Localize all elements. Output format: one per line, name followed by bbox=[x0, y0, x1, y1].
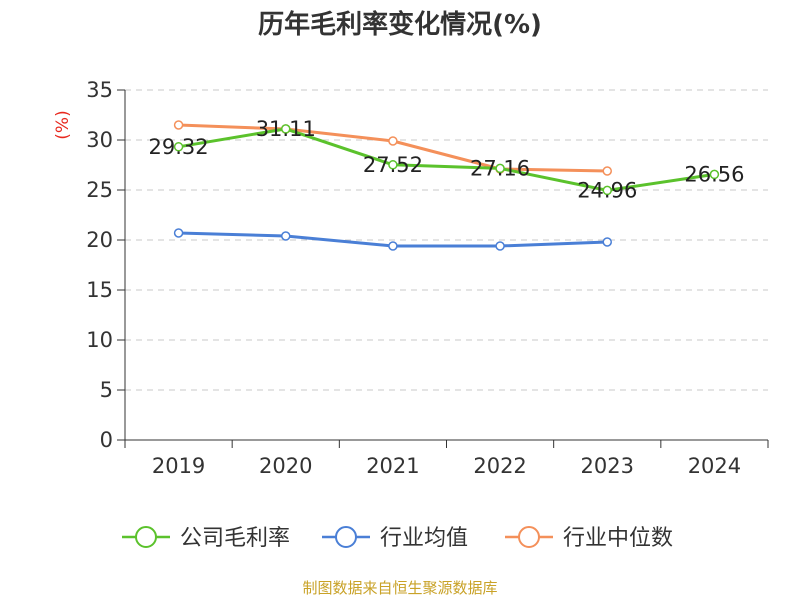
data-point bbox=[495, 241, 505, 251]
data-point bbox=[281, 124, 291, 134]
y-axis-ticks: 0 5 10 15 20 25 30 35 bbox=[86, 78, 125, 452]
data-label: 29.32 bbox=[149, 135, 209, 159]
y-tick-label: 30 bbox=[86, 128, 113, 152]
x-tick-label: 2020 bbox=[259, 454, 312, 478]
y-tick-label: 0 bbox=[100, 428, 113, 452]
data-source-note: 制图数据来自恒生聚源数据库 bbox=[302, 579, 497, 597]
x-tick-label: 2019 bbox=[152, 454, 205, 478]
data-point bbox=[388, 160, 398, 170]
series-layer bbox=[173, 120, 720, 251]
series-line bbox=[178, 127, 715, 192]
legend-label: 行业均值 bbox=[380, 526, 468, 551]
grid-lines bbox=[125, 89, 768, 391]
legend-marker bbox=[335, 526, 357, 548]
data-point bbox=[388, 136, 398, 146]
legend: 公司毛利率 行业均值 行业中位数 bbox=[122, 526, 673, 551]
axes bbox=[124, 90, 768, 441]
legend-label: 行业中位数 bbox=[563, 526, 673, 551]
data-point bbox=[709, 169, 720, 180]
y-tick-label: 25 bbox=[86, 178, 113, 202]
x-tick-label: 2023 bbox=[581, 454, 634, 478]
x-axis-ticks: 2019 2020 2021 2022 2023 2024 bbox=[124, 440, 769, 478]
legend-label: 公司毛利率 bbox=[180, 526, 290, 551]
data-label: 26.56 bbox=[684, 162, 744, 186]
data-point bbox=[495, 163, 505, 174]
series-industry-mean bbox=[173, 228, 612, 251]
data-point bbox=[173, 142, 184, 152]
x-tick-label: 2024 bbox=[688, 454, 741, 478]
data-labels: 29.32 31.11 27.52 27.16 24.96 26.56 bbox=[149, 117, 745, 203]
data-point bbox=[173, 120, 184, 130]
x-tick-label: 2022 bbox=[473, 454, 526, 478]
data-point bbox=[173, 228, 184, 238]
data-label: 31.11 bbox=[256, 117, 316, 141]
data-label: 24.96 bbox=[577, 178, 637, 202]
data-point bbox=[602, 237, 612, 247]
data-point bbox=[602, 185, 612, 196]
data-point bbox=[281, 231, 291, 241]
legend-marker bbox=[518, 526, 540, 548]
y-tick-label: 10 bbox=[86, 328, 113, 352]
y-tick-label: 20 bbox=[86, 228, 113, 252]
series-company-gross-margin bbox=[173, 124, 720, 196]
data-label: 27.16 bbox=[470, 156, 530, 180]
data-label: 27.52 bbox=[363, 153, 423, 177]
legend-marker bbox=[135, 526, 157, 548]
y-tick-label: 35 bbox=[86, 78, 113, 102]
y-tick-label: 15 bbox=[86, 278, 113, 302]
legend-item: 行业中位数 bbox=[505, 526, 673, 551]
data-point bbox=[388, 241, 398, 251]
legend-item: 行业均值 bbox=[322, 526, 468, 551]
data-point bbox=[602, 166, 612, 176]
legend-item: 公司毛利率 bbox=[122, 526, 290, 551]
chart-title: 历年毛利率变化情况(%) bbox=[258, 9, 542, 40]
y-tick-label: 5 bbox=[100, 378, 113, 402]
x-tick-label: 2021 bbox=[366, 454, 419, 478]
y-axis-unit-label: (%) bbox=[53, 110, 73, 139]
